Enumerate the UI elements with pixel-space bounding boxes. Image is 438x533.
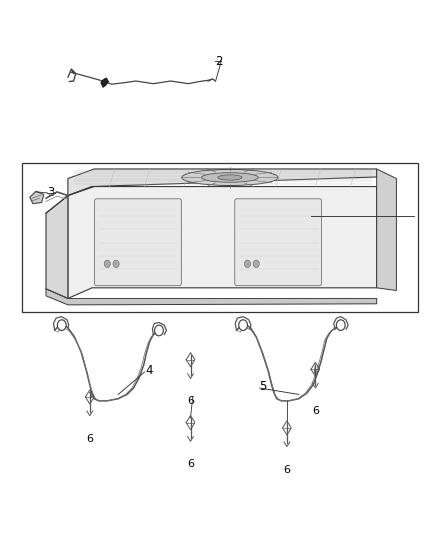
- Circle shape: [253, 260, 259, 268]
- Circle shape: [113, 260, 119, 268]
- Polygon shape: [68, 187, 377, 298]
- Text: 4: 4: [145, 364, 153, 377]
- Circle shape: [57, 320, 66, 330]
- Text: 3: 3: [47, 187, 54, 199]
- Circle shape: [244, 260, 251, 268]
- Text: 6: 6: [312, 406, 319, 416]
- FancyBboxPatch shape: [95, 199, 181, 286]
- Circle shape: [104, 260, 110, 268]
- Text: 6: 6: [283, 465, 290, 474]
- Polygon shape: [377, 169, 396, 290]
- Ellipse shape: [182, 169, 278, 185]
- Polygon shape: [46, 196, 68, 298]
- Bar: [22, 163, 418, 312]
- FancyBboxPatch shape: [235, 199, 321, 286]
- Text: 6: 6: [187, 459, 194, 469]
- Circle shape: [155, 325, 163, 336]
- Polygon shape: [101, 78, 109, 87]
- Polygon shape: [68, 169, 377, 196]
- Text: 1: 1: [311, 209, 319, 222]
- Text: 6: 6: [187, 397, 194, 406]
- Circle shape: [336, 320, 345, 330]
- Text: 5: 5: [259, 380, 266, 393]
- Ellipse shape: [201, 173, 258, 182]
- Polygon shape: [46, 289, 377, 305]
- Text: 6: 6: [86, 434, 93, 443]
- Circle shape: [239, 320, 247, 330]
- Ellipse shape: [218, 175, 242, 180]
- Polygon shape: [30, 191, 44, 204]
- Text: 2: 2: [215, 55, 223, 68]
